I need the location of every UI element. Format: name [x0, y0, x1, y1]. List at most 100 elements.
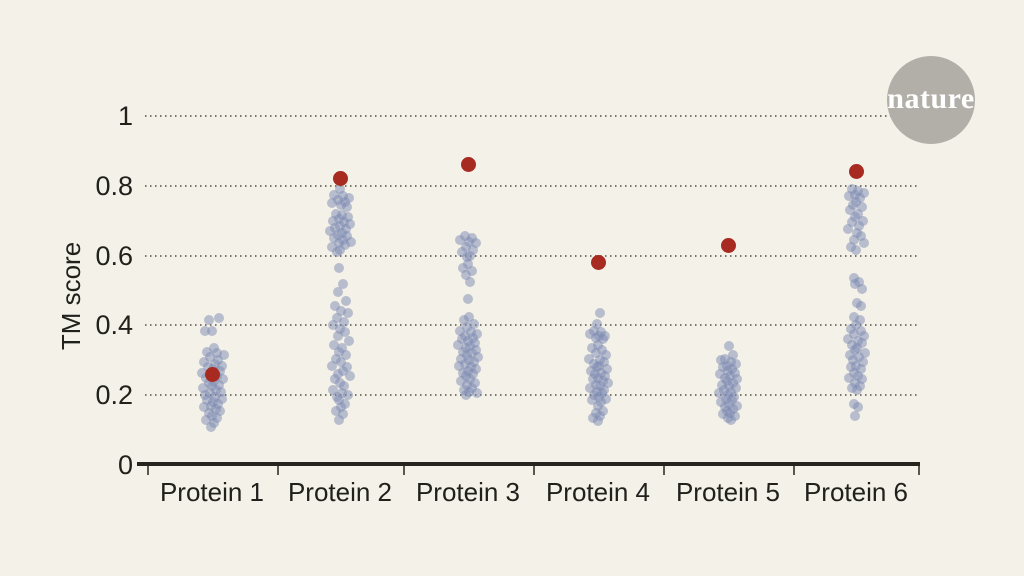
data-point — [209, 343, 219, 354]
data-point — [857, 201, 867, 212]
data-point — [207, 325, 217, 336]
data-point — [859, 330, 869, 341]
data-point — [855, 315, 865, 326]
data-point — [721, 393, 731, 404]
data-point — [346, 236, 356, 247]
data-point — [212, 412, 222, 423]
data-point — [593, 339, 603, 350]
data-point — [858, 357, 868, 368]
data-point — [846, 362, 856, 373]
data-point — [725, 371, 735, 381]
data-point — [592, 318, 602, 329]
data-point — [334, 414, 344, 425]
data-point — [584, 353, 594, 364]
data-point — [846, 323, 856, 334]
highlight-point — [332, 171, 348, 187]
data-point — [465, 276, 475, 287]
x-category-label: Protein 5 — [675, 477, 781, 507]
data-point — [859, 187, 869, 198]
data-point — [206, 421, 216, 432]
data-point — [851, 320, 861, 331]
data-point — [329, 233, 339, 244]
data-point — [469, 318, 479, 329]
data-point — [464, 311, 474, 322]
data-point — [332, 313, 342, 324]
data-point — [471, 364, 481, 375]
data-point — [334, 395, 344, 406]
axis-tick-mark — [277, 466, 279, 475]
data-point — [848, 199, 858, 210]
data-point — [462, 252, 472, 263]
data-point — [329, 339, 339, 350]
data-point — [199, 357, 209, 368]
data-point — [856, 325, 866, 336]
data-point — [588, 374, 598, 385]
grid-line — [145, 115, 920, 117]
y-tick-label: 0 — [117, 450, 133, 480]
data-point — [201, 414, 211, 425]
x-category-label: Protein 3 — [415, 477, 521, 507]
highlight-point — [590, 255, 606, 271]
y-tick-label: 0.4 — [95, 310, 133, 341]
data-point — [852, 384, 862, 395]
x-axis-line — [137, 462, 920, 466]
data-point — [330, 222, 340, 233]
data-point — [717, 379, 727, 390]
data-point — [338, 191, 348, 202]
data-point — [202, 346, 212, 357]
data-point — [336, 199, 346, 210]
data-point — [338, 409, 348, 420]
data-point — [587, 343, 597, 354]
data-point — [331, 405, 341, 416]
data-point — [333, 330, 343, 341]
data-point — [728, 350, 738, 361]
data-point — [859, 238, 869, 249]
data-point — [471, 238, 481, 249]
data-point — [597, 344, 607, 355]
data-point — [454, 360, 464, 371]
data-point — [714, 388, 724, 399]
data-point — [456, 376, 466, 387]
data-point — [850, 212, 860, 223]
data-point — [330, 301, 340, 312]
data-point — [464, 236, 474, 247]
data-point — [342, 201, 352, 212]
data-point — [468, 245, 478, 256]
data-point — [848, 355, 858, 366]
data-point — [858, 215, 868, 226]
data-point — [343, 390, 353, 401]
data-point — [333, 369, 343, 380]
data-point — [210, 391, 220, 402]
axis-tick-mark — [533, 466, 535, 475]
highlight-point — [720, 237, 736, 253]
data-point — [333, 194, 343, 205]
data-point — [466, 327, 476, 338]
data-point — [462, 322, 472, 333]
data-point — [456, 353, 466, 364]
data-point — [327, 241, 337, 252]
grid-line — [145, 254, 920, 257]
data-point — [602, 364, 612, 375]
data-point — [460, 358, 470, 369]
data-point — [328, 215, 338, 226]
data-point — [860, 348, 870, 359]
data-point — [850, 344, 860, 355]
grid-line — [145, 324, 920, 327]
data-point — [461, 269, 471, 280]
data-point — [587, 395, 597, 406]
data-point — [857, 374, 867, 385]
data-point — [470, 337, 480, 348]
x-category-label: Protein 4 — [545, 477, 651, 507]
data-point — [856, 364, 866, 375]
data-point — [199, 402, 209, 413]
data-point — [217, 393, 227, 404]
nature-logo: nature — [887, 56, 975, 144]
data-point — [843, 224, 853, 235]
data-point — [345, 371, 355, 381]
data-point — [458, 262, 468, 273]
y-tick-label: 0.8 — [95, 170, 133, 201]
grid-line — [145, 394, 920, 397]
data-point — [600, 371, 610, 381]
data-point — [335, 220, 345, 231]
data-point — [719, 384, 729, 395]
